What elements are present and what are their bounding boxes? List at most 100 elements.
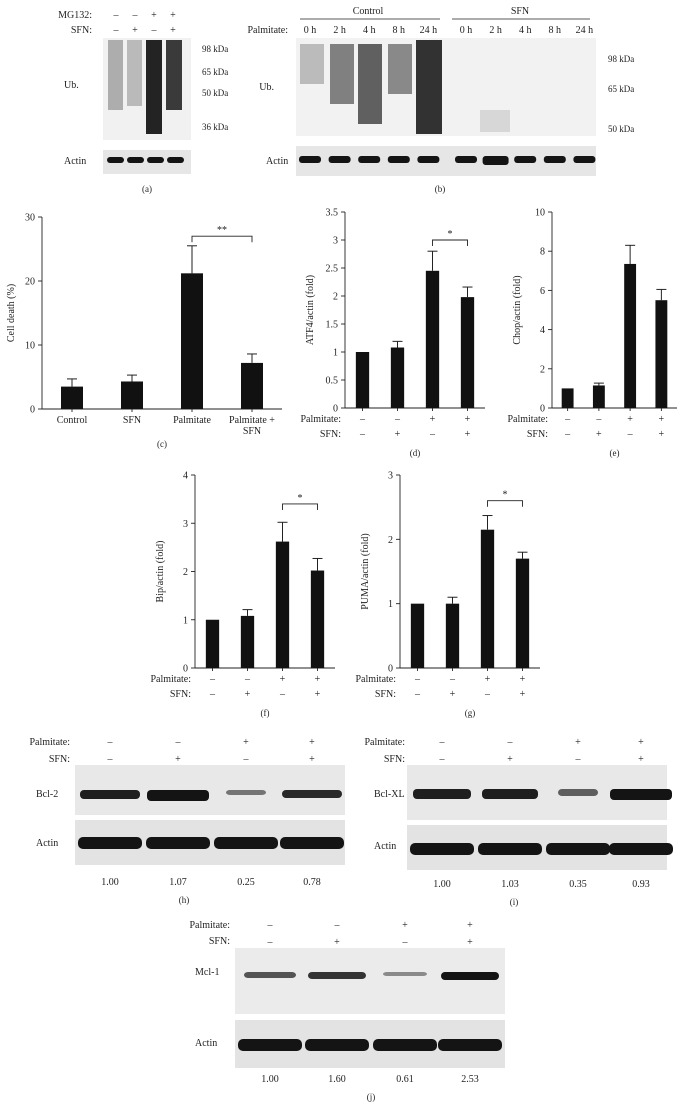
actin-band	[514, 156, 537, 163]
marker-98: 98 kDa	[608, 54, 634, 64]
condition-sign: +	[280, 674, 286, 685]
condition-sign: +	[627, 414, 633, 425]
sign-grid: – – + + – + – +	[439, 737, 645, 765]
protein-band	[482, 789, 538, 799]
row-label-sfn: SFN:	[209, 936, 230, 947]
lane-sign: –	[439, 754, 446, 765]
panel-label: (c)	[157, 439, 167, 449]
row-label-palmitate: Palmitate:	[189, 920, 230, 931]
y-axis-label: PUMA/actin (fold)	[360, 533, 371, 609]
significance-marker: *	[448, 229, 453, 240]
lane-sign: –	[107, 737, 114, 748]
condition-sign: –	[209, 674, 216, 685]
sign-grid: – – + + – + – +	[267, 920, 474, 948]
condition-sign: –	[414, 674, 421, 685]
bar-chart-atf4: 0 0.5 1 1.5 2 2.5 3 3.5 ATF4/actin (fold) Palmita…	[300, 208, 485, 458]
ub-label-a: Ub.	[64, 80, 79, 91]
ratio-value: 1.60	[328, 1074, 346, 1085]
ratio-value: 0.61	[396, 1074, 414, 1085]
condition-sign: –	[564, 414, 571, 425]
protein-band	[244, 972, 296, 978]
row-label-palmitate: Palmitate:	[364, 737, 405, 748]
significance-marker: *	[298, 493, 303, 504]
significance-bracket	[282, 503, 318, 510]
ub-smear	[388, 44, 412, 94]
palmitate-label-b: Palmitate:	[247, 25, 288, 36]
sign-grid: – – + + – + – +	[107, 737, 316, 765]
condition-sign: +	[659, 429, 665, 440]
y-tick-label: 0	[183, 664, 188, 675]
actin-band	[107, 157, 124, 163]
row-label-mg132: MG132:	[58, 10, 92, 21]
protein-band	[226, 790, 266, 795]
bclxl-label: Bcl-XL	[374, 789, 405, 800]
panel-label-h: (h)	[179, 895, 190, 905]
lane-sign: –	[175, 737, 182, 748]
sign: –	[151, 25, 158, 36]
lane-sign: +	[309, 737, 315, 748]
condition-label: SFN:	[527, 429, 548, 440]
category-label: Palmitate +	[229, 415, 275, 426]
panel-label: (f)	[261, 708, 270, 718]
actin-band	[417, 156, 440, 163]
y-tick-label: 0	[388, 664, 393, 675]
mcl1-blot	[235, 948, 505, 1014]
y-tick-label: 3	[183, 519, 188, 530]
y-tick-label: 20	[25, 277, 35, 288]
condition-sign: +	[395, 429, 401, 440]
y-tick-label: 2.5	[326, 264, 339, 275]
condition-sign: +	[485, 674, 491, 685]
y-tick-label: 3	[333, 236, 338, 247]
ub-label-b: Ub.	[259, 82, 274, 93]
protein-band	[282, 790, 342, 798]
ratio-row: 1.00 1.07 0.25 0.78	[101, 877, 321, 888]
ub-smear	[146, 40, 162, 134]
condition-sign: –	[627, 429, 634, 440]
category-label: Palmitate	[173, 415, 211, 426]
lane-sign: –	[507, 737, 514, 748]
lane-sign: –	[575, 754, 582, 765]
blot-panel-j: Palmitate: SFN: – – + + – + – + Mcl-1 Actin 1.0…	[189, 920, 505, 1102]
y-tick-label: 8	[540, 247, 545, 258]
ratio-value: 0.25	[237, 877, 255, 888]
y-axis-label: Bip/actin (fold)	[155, 541, 166, 603]
condition-sign: +	[450, 689, 456, 700]
lane-sign: +	[175, 754, 181, 765]
sign: –	[132, 10, 139, 21]
bar	[355, 352, 370, 408]
actin-band	[328, 156, 351, 163]
significance-marker: **	[217, 225, 227, 236]
lane-sign: –	[439, 737, 446, 748]
condition-sign: +	[596, 429, 602, 440]
bar	[205, 619, 220, 668]
marker-65: 65 kDa	[202, 67, 228, 77]
y-tick-label: 10	[25, 341, 35, 352]
bar	[445, 603, 460, 668]
condition-sign: –	[359, 429, 366, 440]
actin-label-i: Actin	[374, 841, 396, 852]
bar	[410, 603, 425, 668]
actin-band	[238, 1039, 302, 1051]
ratio-value: 2.53	[461, 1074, 479, 1085]
row-label-sfn: SFN:	[384, 754, 405, 765]
time-label: 2 h	[489, 25, 502, 36]
time-label: 4 h	[519, 25, 532, 36]
actin-band	[482, 156, 509, 165]
actin-label-h: Actin	[36, 838, 58, 849]
significance-bracket	[487, 500, 523, 507]
condition-sign: +	[315, 674, 321, 685]
bar	[561, 388, 574, 408]
y-axis-label: Chop/actin (fold)	[512, 275, 523, 344]
ratio-value: 1.00	[261, 1074, 279, 1085]
y-tick-label: 6	[540, 286, 545, 297]
actin-band	[455, 156, 477, 163]
bar	[515, 558, 530, 668]
ratio-value: 1.00	[101, 877, 119, 888]
actin-band	[478, 843, 542, 855]
y-tick-label: 0	[540, 404, 545, 415]
protein-band	[147, 790, 209, 801]
y-tick-label: 4	[540, 325, 545, 336]
condition-sign: –	[429, 429, 436, 440]
actin-band	[546, 843, 610, 855]
condition-sign: –	[564, 429, 571, 440]
